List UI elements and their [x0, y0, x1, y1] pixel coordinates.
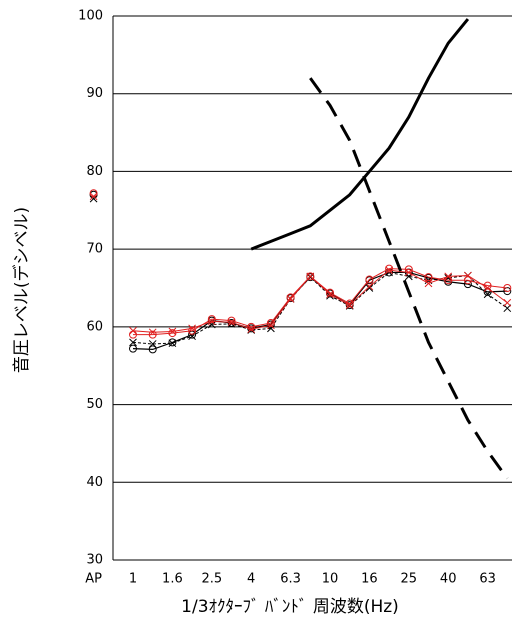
marker — [483, 290, 492, 299]
marker — [148, 330, 157, 339]
x-tick-label: 6.3 — [280, 572, 301, 587]
marker — [148, 340, 157, 348]
marker — [306, 272, 315, 281]
marker — [148, 345, 157, 354]
y-axis-title: 音圧レベル(デシベル) — [11, 207, 32, 373]
marker — [385, 264, 394, 273]
x-tick-label: 25 — [401, 572, 418, 587]
marker — [227, 318, 236, 327]
marker — [247, 325, 256, 334]
marker — [129, 338, 137, 347]
marker — [89, 190, 98, 199]
marker — [365, 284, 374, 292]
marker — [129, 326, 137, 335]
series-line — [132, 269, 508, 333]
y-tick-label: 80 — [86, 164, 103, 179]
marker — [168, 339, 177, 348]
marker — [306, 272, 315, 281]
x-tick-label: 16 — [361, 572, 378, 587]
marker — [503, 284, 512, 292]
marker — [326, 290, 334, 299]
marker — [188, 326, 197, 335]
marker — [424, 279, 433, 288]
y-tick-label: 60 — [86, 319, 103, 334]
marker — [286, 295, 295, 303]
marker — [207, 317, 216, 326]
y-tick-label: 90 — [86, 86, 103, 101]
y-tick-label: 40 — [86, 475, 103, 490]
marker — [89, 192, 98, 201]
marker — [444, 272, 453, 281]
marker — [129, 344, 137, 353]
marker — [168, 338, 177, 347]
marker — [404, 268, 413, 277]
y-tick-label: 70 — [86, 242, 103, 257]
marker — [168, 327, 177, 336]
marker — [326, 288, 334, 297]
marker — [168, 329, 177, 338]
x-tick-label: 63 — [479, 572, 496, 587]
marker — [227, 316, 236, 325]
x-tick-label: 1.6 — [162, 572, 183, 587]
marker — [464, 271, 472, 280]
marker — [267, 321, 275, 330]
marker — [503, 298, 512, 307]
marker — [207, 315, 216, 324]
x-axis-title: 1/3ｵｸﾀｰﾌﾞ ﾊﾞﾝﾄﾞ 周波数(Hz) — [181, 597, 399, 617]
x-tick-label: 40 — [440, 572, 457, 587]
x-tick-label: AP — [85, 572, 102, 587]
marker — [345, 301, 354, 309]
marker — [247, 322, 256, 331]
marker — [483, 284, 492, 292]
series-line — [309, 77, 509, 480]
x-tick-label: 10 — [322, 572, 339, 587]
marker — [424, 273, 433, 282]
y-tick-label: 30 — [86, 553, 103, 568]
x-tick-label: 1 — [129, 572, 137, 587]
x-tick-label: 4 — [247, 572, 255, 587]
series-line — [250, 18, 470, 251]
y-tick-label: 100 — [78, 9, 103, 24]
marker — [188, 324, 196, 333]
marker — [266, 318, 275, 327]
marker — [365, 275, 374, 284]
x-tick-label: 2.5 — [201, 572, 222, 587]
marker — [365, 282, 374, 291]
marker — [148, 328, 157, 337]
y-tick-label: 50 — [86, 397, 103, 412]
marker — [286, 293, 295, 302]
marker — [463, 276, 472, 285]
marker — [385, 266, 393, 274]
marker — [503, 304, 512, 313]
